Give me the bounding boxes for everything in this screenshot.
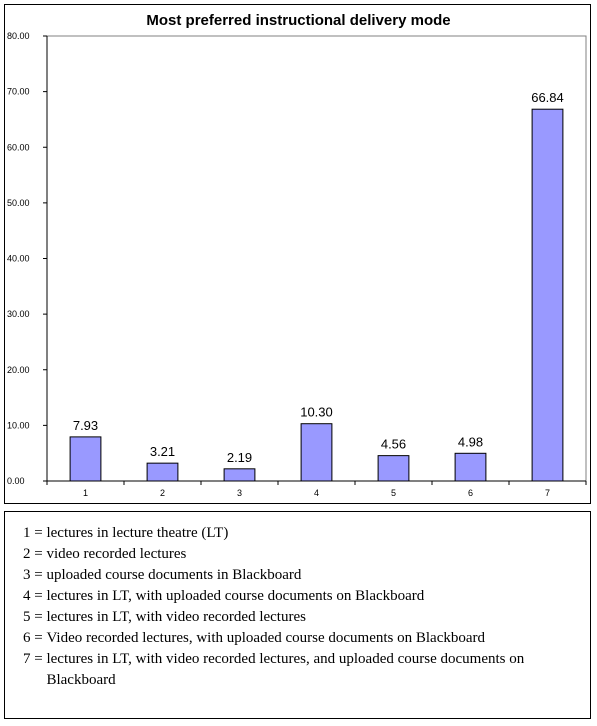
bar-chart: 0.00 10.00 20.00 30.00 40.00 50.00 60.00 70.00 8… [7, 31, 587, 498]
legend-box: 1 = lectures in lecture theatre (LT) 2 =… [4, 511, 591, 719]
data-label: 2.19 [227, 450, 252, 465]
legend-item-6: 6 = Video recorded lectures, with upload… [23, 628, 580, 649]
chart-frame [4, 4, 591, 504]
legend-text: lectures in LT, with video recorded lect… [46, 609, 306, 625]
legend-text: video recorded lectures [46, 546, 187, 562]
legend-text: uploaded course documents in Blackboard [46, 567, 302, 583]
x-tick-label: 1 [83, 488, 88, 498]
chart-title: Most preferred instructional delivery mo… [146, 12, 451, 29]
y-tick-label: 70.00 [7, 87, 30, 97]
bar [531, 108, 564, 482]
x-tick-label: 3 [237, 488, 242, 498]
bar [300, 423, 333, 482]
legend-text: Video recorded lectures, with uploaded c… [46, 630, 486, 646]
legend-text: lectures in lecture theatre (LT) [46, 525, 229, 541]
bar [146, 462, 179, 482]
x-tick-label: 2 [160, 488, 165, 498]
y-tick-label: 50.00 [7, 198, 30, 208]
y-tick-label: 30.00 [7, 309, 30, 319]
legend-key: 4 = [23, 588, 47, 604]
bar [454, 452, 487, 482]
y-tick-label: 40.00 [7, 254, 30, 264]
y-tick-label: 60.00 [7, 142, 30, 152]
legend-item-1: 1 = lectures in lecture theatre (LT) [23, 523, 580, 544]
legend-key: 3 = [23, 567, 47, 583]
data-label: 66.84 [531, 90, 564, 105]
legend-text: lectures in LT, with video recorded lect… [46, 651, 525, 688]
legend-key: 2 = [23, 546, 47, 562]
y-tick-label: 20.00 [7, 365, 30, 375]
y-tick-label: 0.00 [7, 476, 25, 486]
bar [69, 436, 102, 482]
legend-item-4: 4 = lectures in LT, with uploaded course… [23, 586, 580, 607]
y-tick-label: 80.00 [7, 31, 30, 41]
x-tick-label: 7 [545, 488, 550, 498]
data-label: 10.30 [300, 405, 333, 420]
data-label: 4.56 [381, 437, 406, 452]
x-tick-label: 5 [391, 488, 396, 498]
bar [223, 468, 256, 482]
legend-item-5: 5 = lectures in LT, with video recorded … [23, 607, 580, 628]
data-label: 3.21 [150, 444, 175, 459]
x-tick-label: 6 [468, 488, 473, 498]
legend-key: 5 = [23, 609, 47, 625]
data-label: 7.93 [73, 418, 98, 433]
legend-item-3: 3 = uploaded course documents in Blackbo… [23, 565, 580, 586]
data-label: 4.98 [458, 434, 483, 449]
y-tick-label: 10.00 [7, 420, 30, 430]
x-tick-label: 4 [314, 488, 319, 498]
legend-text: lectures in LT, with uploaded course doc… [46, 588, 425, 604]
legend-key: 6 = [23, 630, 47, 646]
legend-item-2: 2 = video recorded lectures [23, 544, 580, 565]
bar [377, 455, 410, 482]
legend-key: 1 = [23, 525, 47, 541]
legend-key: 7 = [23, 651, 47, 667]
legend-item-7: 7 = lectures in LT, with video recorded … [23, 649, 580, 691]
